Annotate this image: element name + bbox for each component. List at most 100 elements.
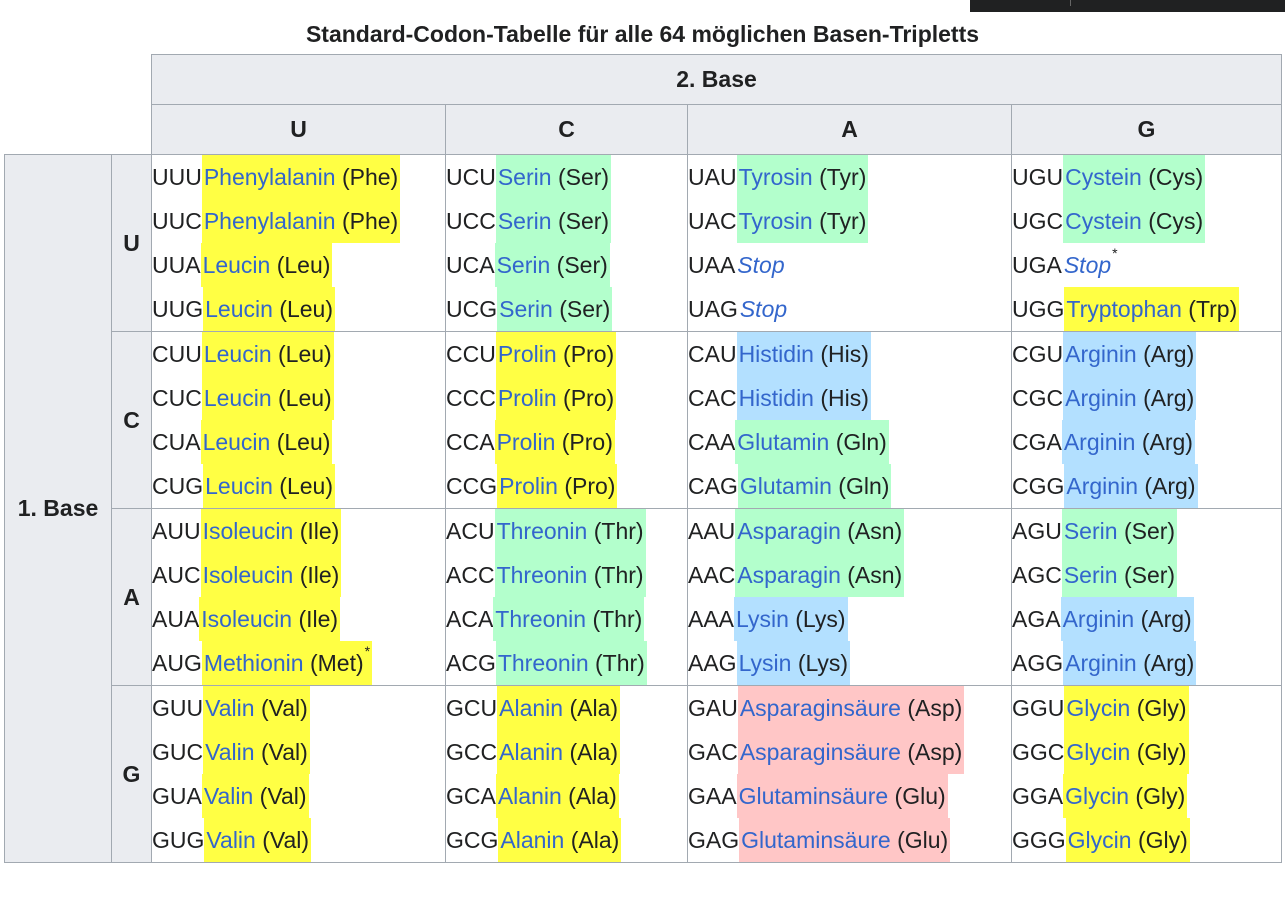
amino-acid-link[interactable]: Cystein <box>1065 208 1142 234</box>
amino-acid-link[interactable]: Glycin <box>1066 739 1131 765</box>
amino-acid-link[interactable]: Serin <box>497 164 552 190</box>
codon-cell: GAUAsparaginsäure (Asp) GACAsparaginsäure… <box>687 685 1012 863</box>
codon-cell: GGUGlycin (Gly) GGCGlycin (Gly) GGAGlycin … <box>1011 685 1282 863</box>
amino-acid-link[interactable]: Lysin <box>736 606 789 632</box>
amino-acid-label: Alanin (Ala) <box>495 774 619 818</box>
codon-triplet: UAG <box>688 296 738 322</box>
amino-acid-link[interactable]: Leucin <box>205 473 273 499</box>
amino-acid-link[interactable]: Threonin <box>496 562 588 588</box>
amino-acid-link[interactable]: Serin <box>496 252 551 278</box>
amino-acid-link[interactable]: Alanin <box>499 739 564 765</box>
amino-acid-link[interactable]: Arginin <box>1065 385 1137 411</box>
amino-acid-link[interactable]: Glutamin <box>739 473 832 499</box>
amino-acid-abbreviation: (Val) <box>259 783 307 809</box>
codon-triplet: AGC <box>1012 562 1062 588</box>
amino-acid-link[interactable]: Tyrosin <box>738 208 813 234</box>
codon-triplet: GGC <box>1012 739 1065 765</box>
amino-acid-link[interactable]: Threonin <box>495 606 587 632</box>
codon-triplet: UCU <box>446 164 496 190</box>
stop-link[interactable]: Stop <box>739 296 788 322</box>
amino-acid-link[interactable]: Threonin <box>496 518 588 544</box>
amino-acid-link[interactable]: Valin <box>206 827 256 853</box>
amino-acid-link[interactable]: Methionin <box>203 650 304 676</box>
codon-triplet: AUG <box>152 650 202 676</box>
amino-acid-link[interactable]: Glycin <box>1065 783 1130 809</box>
amino-acid-abbreviation: (Ala) <box>568 783 617 809</box>
amino-acid-link[interactable]: Arginin <box>1062 606 1135 632</box>
amino-acid-link[interactable]: Alanin <box>497 783 562 809</box>
row-base-label: C <box>111 331 152 509</box>
amino-acid-link[interactable]: Asparagin <box>737 562 841 588</box>
amino-acid-link[interactable]: Leucin <box>202 252 271 278</box>
amino-acid-link[interactable]: Phenylalanin <box>203 208 336 234</box>
amino-acid-abbreviation: (Cys) <box>1148 208 1204 234</box>
amino-acid-link[interactable]: Glycin <box>1066 695 1131 721</box>
codon-triplet: GUA <box>152 783 202 809</box>
codon-entry: UGAStop* <box>1012 243 1281 287</box>
amino-acid-link[interactable]: Threonin <box>497 650 589 676</box>
amino-acid-link[interactable]: Alanin <box>499 695 564 721</box>
codon-cell: CCUProlin (Pro) CCCProlin (Pro) CCAProlin … <box>445 331 688 509</box>
amino-acid-link[interactable]: Tryptophan <box>1066 296 1182 322</box>
stop-link[interactable]: Stop <box>1063 252 1112 278</box>
amino-acid-label: Methionin (Met)* <box>201 641 373 685</box>
amino-acid-link[interactable]: Leucin <box>203 341 272 367</box>
codon-triplet: GGG <box>1012 827 1066 853</box>
codon-entry: AGAArginin (Arg) <box>1012 597 1281 641</box>
amino-acid-link[interactable]: Alanin <box>500 827 565 853</box>
amino-acid-link[interactable]: Histidin <box>738 385 814 411</box>
amino-acid-link[interactable]: Serin <box>1063 518 1118 544</box>
amino-acid-abbreviation: (Val) <box>260 695 308 721</box>
amino-acid-link[interactable]: Serin <box>1063 562 1118 588</box>
amino-acid-label: Threonin (Thr) <box>494 553 646 597</box>
amino-acid-link[interactable]: Cystein <box>1065 164 1142 190</box>
amino-acid-link[interactable]: Leucin <box>203 385 272 411</box>
codon-triplet: AUC <box>152 562 201 588</box>
stop-link[interactable]: Stop <box>737 252 785 278</box>
amino-acid-link[interactable]: Glutaminsäure <box>741 827 891 853</box>
codon-triplet: ACC <box>446 562 495 588</box>
amino-acid-link[interactable]: Glutamin <box>737 429 830 455</box>
amino-acid-link[interactable]: Asparaginsäure <box>739 739 901 765</box>
amino-acid-link[interactable]: Isoleucin <box>202 562 294 588</box>
amino-acid-link[interactable]: Valin <box>205 695 255 721</box>
amino-acid-link[interactable]: Tyrosin <box>738 164 813 190</box>
amino-acid-link[interactable]: Serin <box>499 296 553 322</box>
amino-acid-abbreviation: (Arg) <box>1143 650 1195 676</box>
amino-acid-link[interactable]: Isoleucin <box>202 518 294 544</box>
amino-acid-link[interactable]: Prolin <box>496 429 556 455</box>
amino-acid-link[interactable]: Prolin <box>497 341 557 367</box>
codon-entry: GUAValin (Val) <box>152 774 445 818</box>
amino-acid-link[interactable]: Glutaminsäure <box>738 783 889 809</box>
codon-triplet: GAC <box>688 739 738 765</box>
amino-acid-link[interactable]: Arginin <box>1065 650 1137 676</box>
footnote-marker[interactable]: * <box>1112 245 1118 261</box>
amino-acid-link[interactable]: Lysin <box>738 650 792 676</box>
amino-acid-link[interactable]: Asparaginsäure <box>739 695 901 721</box>
codon-triplet: GCG <box>446 827 499 853</box>
codon-triplet: CGU <box>1012 341 1064 367</box>
footnote-marker[interactable]: * <box>364 643 371 659</box>
amino-acid-link[interactable]: Isoleucin <box>201 606 293 632</box>
amino-acid-abbreviation: (Ala) <box>570 827 620 853</box>
amino-acid-link[interactable]: Valin <box>205 739 255 765</box>
amino-acid-link[interactable]: Leucin <box>202 429 271 455</box>
amino-acid-link[interactable]: Phenylalanin <box>203 164 336 190</box>
amino-acid-link[interactable]: Prolin <box>499 473 558 499</box>
amino-acid-label: Leucin (Leu) <box>203 464 335 508</box>
amino-acid-link[interactable]: Arginin <box>1066 473 1138 499</box>
amino-acid-link[interactable]: Histidin <box>738 341 814 367</box>
amino-acid-link[interactable]: Serin <box>497 208 552 234</box>
codon-entry: AAALysin (Lys) <box>688 597 1011 641</box>
amino-acid-link[interactable]: Arginin <box>1065 341 1137 367</box>
amino-acid-link[interactable]: Leucin <box>205 296 273 322</box>
amino-acid-link[interactable]: Asparagin <box>737 518 841 544</box>
amino-acid-link[interactable]: Glycin <box>1067 827 1132 853</box>
amino-acid-link[interactable]: Prolin <box>497 385 557 411</box>
codon-cell: AUUIsoleucin (Ile) AUCIsoleucin (Ile) AUAI… <box>151 508 446 686</box>
amino-acid-link[interactable]: Arginin <box>1063 429 1136 455</box>
amino-acid-link[interactable]: Valin <box>203 783 254 809</box>
codon-triplet: ACU <box>446 518 495 544</box>
codon-triplet: CUC <box>152 385 202 411</box>
